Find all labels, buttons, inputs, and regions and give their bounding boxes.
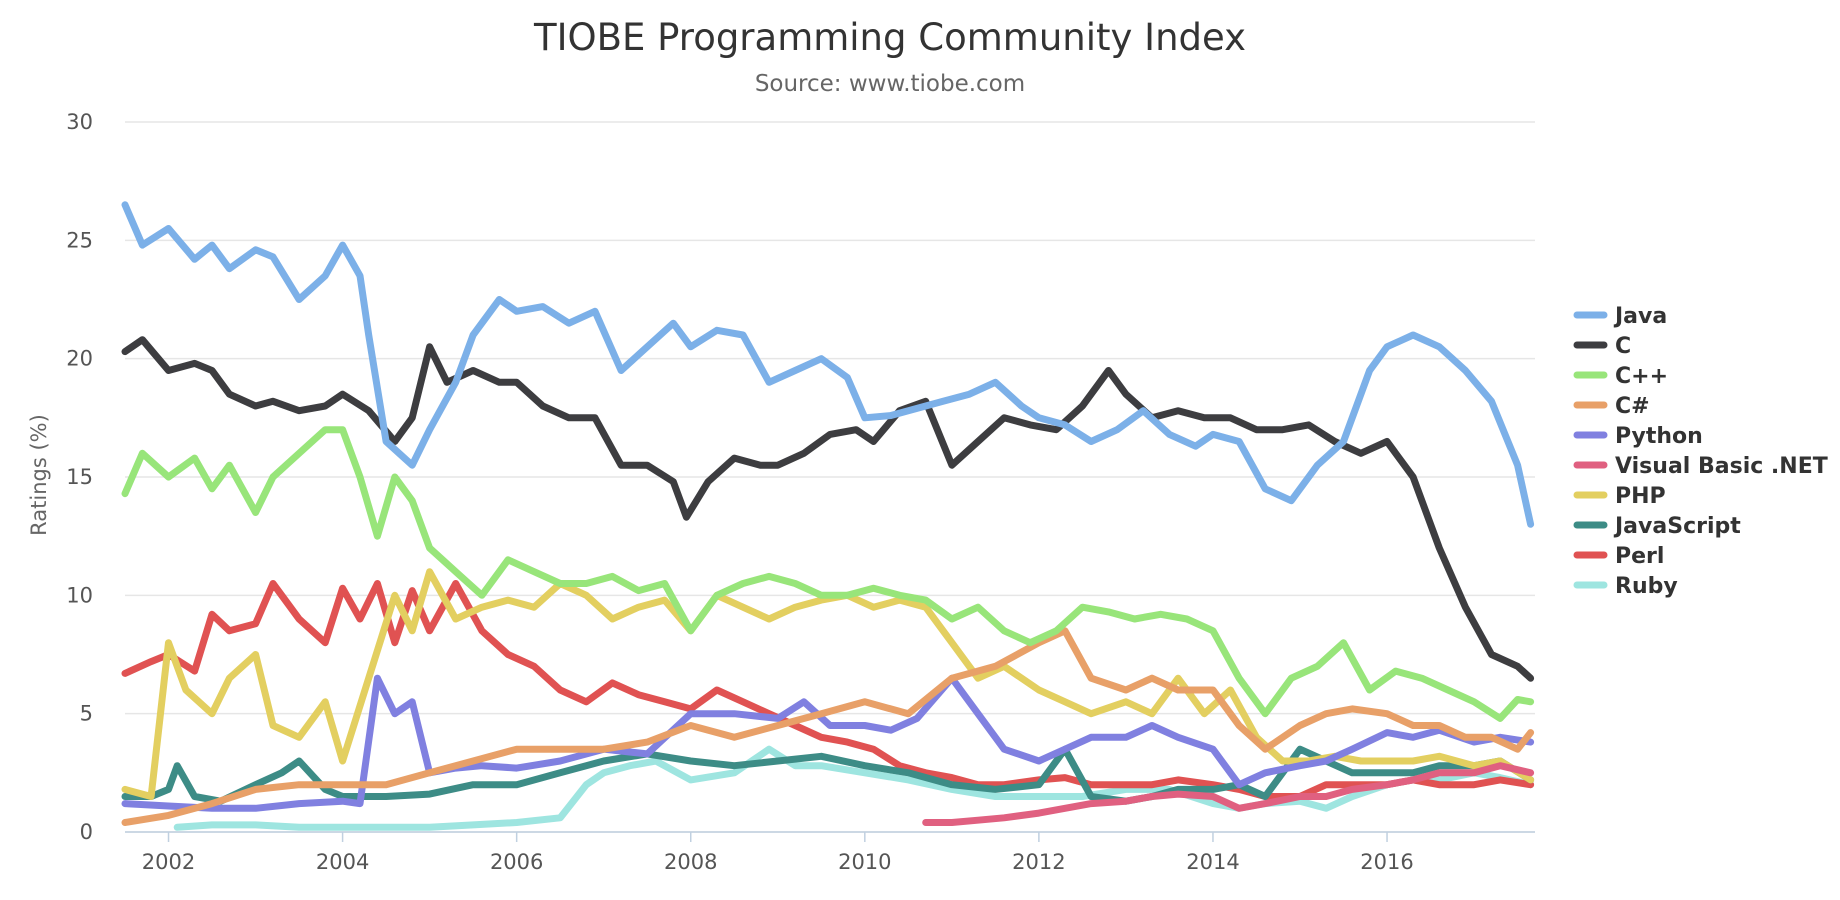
x-tick-label: 2002 xyxy=(142,850,195,874)
x-tick-label: 2006 xyxy=(490,850,543,874)
legend-item-c[interactable]: C# xyxy=(1573,394,1650,419)
legend-item-javascript[interactable]: JavaScript xyxy=(1573,514,1741,539)
series-line-visual-basic-net xyxy=(922,762,1535,826)
chart-title: TIOBE Programming Community Index xyxy=(533,16,1246,59)
y-tick-label: 0 xyxy=(80,820,93,844)
legend-item-c[interactable]: C xyxy=(1573,334,1631,359)
x-tick-label: 2016 xyxy=(1360,850,1413,874)
legend-label: C++ xyxy=(1615,364,1668,389)
legend-label: PHP xyxy=(1615,484,1666,509)
legend-item-java[interactable]: Java xyxy=(1573,304,1667,329)
chart-subtitle: Source: www.tiobe.com xyxy=(755,71,1025,97)
x-tick-label: 2004 xyxy=(316,850,369,874)
series-line-php xyxy=(121,568,1535,800)
legend-label: C xyxy=(1615,334,1631,359)
legend: Java C C++ C# Python Visual Basic .NET PHP Java… xyxy=(1573,304,1828,599)
y-tick-label: 20 xyxy=(66,347,93,371)
legend-label: JavaScript xyxy=(1613,514,1741,539)
y-tick-label: 10 xyxy=(66,583,93,607)
x-tick-label: 2014 xyxy=(1186,850,1239,874)
legend-item-perl[interactable]: Perl xyxy=(1573,544,1664,569)
x-tick-label: 2012 xyxy=(1012,850,1065,874)
legend-item-ruby[interactable]: Ruby xyxy=(1573,574,1678,599)
x-tick-label: 2008 xyxy=(664,850,717,874)
x-tick-label: 2010 xyxy=(838,850,891,874)
y-tick-label: 30 xyxy=(66,110,93,134)
legend-item-python[interactable]: Python xyxy=(1573,424,1703,449)
series-line-ruby xyxy=(173,745,1535,831)
series-line-c xyxy=(121,627,1535,826)
y-axis-ticks: 0 5 10 15 20 25 30 xyxy=(66,110,93,844)
series-line-java xyxy=(121,201,1535,528)
legend-item-php[interactable]: PHP xyxy=(1573,484,1666,509)
y-axis-title: Ratings (%) xyxy=(27,414,51,536)
series-line-c xyxy=(121,426,1535,722)
legend-item-c[interactable]: C++ xyxy=(1573,364,1668,389)
series-line-c xyxy=(121,336,1535,682)
legend-label: Visual Basic .NET xyxy=(1615,454,1828,479)
series-line-python xyxy=(121,674,1535,812)
y-tick-label: 5 xyxy=(80,702,93,726)
legend-label: Perl xyxy=(1615,544,1664,569)
x-axis-ticks: 2002 2004 2006 2008 2010 2012 2014 2016 xyxy=(125,831,1535,874)
legend-label: Ruby xyxy=(1615,574,1678,599)
y-tick-label: 15 xyxy=(66,465,93,489)
plot-area xyxy=(121,201,1535,831)
legend-label: C# xyxy=(1615,394,1650,419)
y-tick-label: 25 xyxy=(66,228,93,252)
legend-item-visual-basic-net[interactable]: Visual Basic .NET xyxy=(1573,454,1828,479)
legend-label: Java xyxy=(1613,304,1667,329)
legend-label: Python xyxy=(1615,424,1703,449)
